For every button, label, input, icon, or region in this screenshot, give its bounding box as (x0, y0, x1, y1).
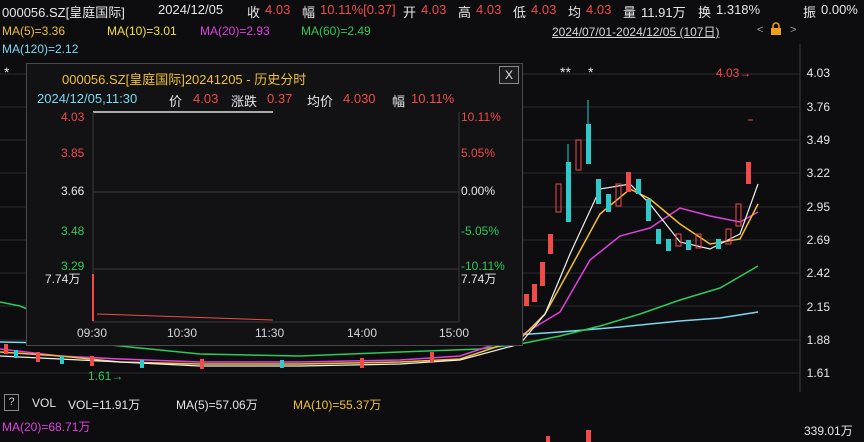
candle (725, 228, 732, 245)
ma20-line (0, 207, 759, 363)
candle (646, 199, 651, 221)
close-value: 4.03 (265, 2, 291, 17)
candle (532, 284, 537, 302)
candle (575, 139, 582, 171)
candle (606, 194, 611, 212)
range-prev-button[interactable]: < (757, 24, 764, 36)
quote-date: 2024/12/05 (158, 2, 224, 17)
stock-code: 000056.SZ[皇庭国际] (2, 5, 125, 20)
candle (675, 233, 682, 247)
candle (90, 356, 94, 366)
ma5-label: MA(5)=3.36 (2, 24, 66, 38)
intraday-popup[interactable]: 000056.SZ[皇庭国际]20241205 - 历史分时 X 2024/12… (26, 63, 523, 346)
popup-pct: 10.11% (411, 91, 455, 106)
volume-panel: ? VOL VOL=11.91万 MA(5)=57.06万 MA(10)=55.… (0, 392, 864, 442)
avg-value: 4.03 (586, 2, 612, 17)
popup-title: 000056.SZ[皇庭国际]20241205 - 历史分时 (62, 72, 307, 87)
popup-time: 2024/12/05,11:30 (37, 91, 138, 106)
event-marker[interactable]: ** (560, 64, 571, 80)
candle (548, 234, 553, 254)
candle (656, 229, 661, 244)
candle (360, 358, 364, 368)
popup-change: 0.37 (267, 91, 293, 106)
candle (36, 352, 40, 362)
amplitude-value: 0.00% (821, 2, 858, 17)
candle (524, 294, 529, 306)
candle (14, 350, 18, 358)
date-range[interactable]: 2024/07/01-2024/12/05 (107日) (552, 25, 720, 39)
candle (735, 203, 742, 227)
popup-vol-right: 7.74万 (461, 272, 497, 286)
candle (596, 179, 601, 204)
vol-ma5: MA(5)=57.06万 (176, 398, 258, 412)
quote-header: 000056.SZ[皇庭国际] 2024/12/05 收 4.03 幅 10.1… (2, 2, 858, 20)
ma-legend: MA(5)=3.36 MA(10)=3.01 MA(20)=2.93 MA(60… (0, 22, 560, 42)
candle (636, 179, 641, 194)
candle (200, 359, 204, 369)
ma60-label: MA(60)=2.49 (301, 24, 371, 38)
high-value: 4.03 (476, 2, 502, 17)
candle (430, 352, 434, 362)
candle (540, 262, 545, 286)
candles-left (4, 344, 434, 369)
candle (666, 239, 671, 251)
low-marker: 1.61→ (88, 369, 124, 383)
candle (626, 172, 631, 192)
low-value: 4.03 (531, 2, 557, 17)
vol-label: VOL (32, 396, 57, 410)
candle (555, 183, 562, 213)
ma10-label: MA(10)=3.01 (107, 24, 177, 38)
popup-avg: 4.030 (343, 91, 376, 106)
candle (280, 360, 284, 368)
vol-value: VOL=11.91万 (68, 398, 141, 412)
lock-icon[interactable] (770, 22, 782, 36)
candle (746, 162, 751, 184)
vol-axis-value: 339.01万 (804, 424, 853, 438)
vol-ma20: MA(20)=68.71万 (2, 420, 91, 434)
event-marker[interactable]: * (588, 64, 594, 80)
candle (586, 124, 591, 164)
range-next-button[interactable]: > (790, 24, 797, 36)
turnover-value: 1.318% (716, 2, 761, 17)
candles (524, 100, 753, 306)
candle (140, 360, 144, 368)
close-button[interactable]: X (499, 66, 519, 84)
high-marker: 4.03→ (716, 66, 752, 80)
change-value: 10.11%[0.37] (320, 2, 396, 17)
intraday-chart (92, 111, 460, 323)
popup-price: 4.03 (193, 91, 219, 106)
open-value: 4.03 (421, 2, 447, 17)
candle (695, 233, 702, 249)
candle (4, 344, 8, 354)
candle (716, 239, 721, 249)
candle (686, 240, 691, 250)
candle (566, 162, 571, 222)
ma20-label: MA(20)=2.93 (200, 24, 270, 38)
volume-bar (586, 430, 591, 442)
volume-value: 11.91万 (641, 5, 686, 20)
vol-ma10: MA(10)=55.37万 (293, 398, 382, 412)
volume-bar (546, 436, 550, 442)
event-marker[interactable]: * (4, 64, 10, 80)
help-button[interactable]: ? (4, 394, 19, 411)
ma120-label: MA(120)=2.12 (2, 42, 79, 56)
candle (60, 356, 64, 364)
candle (615, 183, 622, 207)
popup-vol-left: 7.74万 (45, 272, 81, 286)
